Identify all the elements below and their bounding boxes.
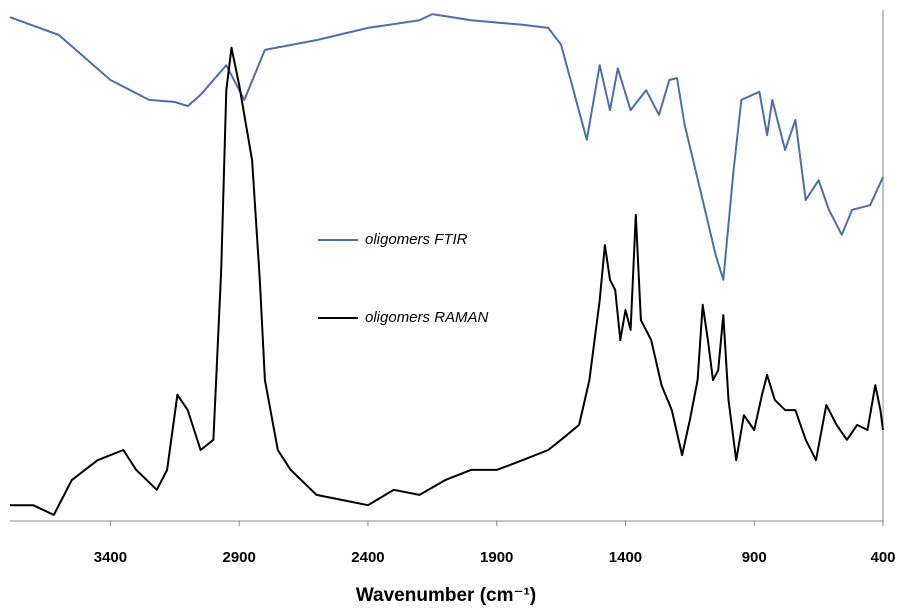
x-tick-label: 400 <box>870 549 895 566</box>
series-line <box>9 13 884 281</box>
series-line <box>10 46 884 516</box>
x-axis-title: Wavenumber (cm⁻¹) <box>356 585 536 606</box>
legend-label: oligomers RAMAN <box>365 309 489 326</box>
x-tick-label: 1400 <box>609 549 642 566</box>
x-tick-label: 3400 <box>94 549 127 566</box>
x-tick-label: 900 <box>742 549 767 566</box>
legend-label: oligomers FTIR <box>365 231 468 248</box>
x-tick-label: 2900 <box>223 549 256 566</box>
x-tick-label: 1900 <box>480 549 513 566</box>
x-tick-label: 2400 <box>351 549 384 566</box>
